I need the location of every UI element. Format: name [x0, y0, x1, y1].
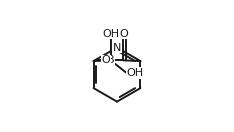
Text: O: O [119, 29, 128, 39]
Text: B: B [107, 55, 114, 65]
Text: OH: OH [127, 68, 144, 78]
Text: O: O [102, 55, 110, 65]
Text: OH: OH [102, 29, 119, 39]
Text: N: N [113, 43, 121, 53]
